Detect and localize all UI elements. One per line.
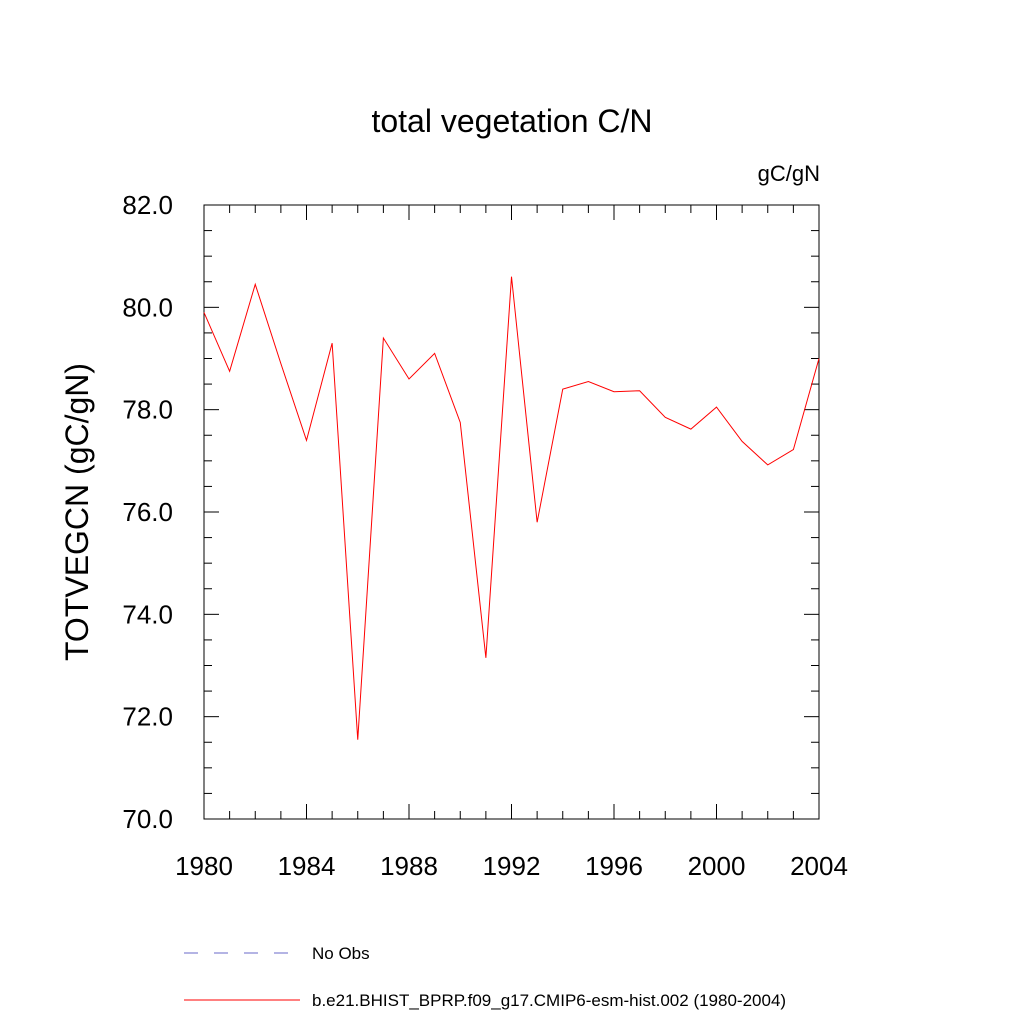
axis-ticks xyxy=(203,204,820,820)
data-point xyxy=(793,449,794,450)
y-tick-label: 76.0 xyxy=(122,497,173,527)
data-point xyxy=(690,429,691,430)
x-tick-labels: 1980 1984 1988 1992 1996 2000 2004 xyxy=(175,851,848,881)
y-tick-label: 72.0 xyxy=(122,702,173,732)
x-tick-label: 2000 xyxy=(688,851,746,881)
series-line-1 xyxy=(203,276,820,740)
data-point xyxy=(357,739,358,740)
series-layer xyxy=(203,276,820,740)
y-tick-label: 70.0 xyxy=(122,804,173,834)
chart-title: total vegetation C/N xyxy=(371,103,652,139)
x-tick-label: 1980 xyxy=(175,851,233,881)
data-point xyxy=(332,343,333,344)
y-axis-label: TOTVEGCN (gC/gN) xyxy=(59,363,95,661)
data-point xyxy=(562,389,563,390)
y-tick-label: 80.0 xyxy=(122,292,173,322)
data-point xyxy=(742,441,743,442)
units-label: gC/gN xyxy=(758,161,820,186)
x-tick-label: 1996 xyxy=(585,851,643,881)
x-tick-label: 1992 xyxy=(483,851,541,881)
x-tick-label: 1988 xyxy=(380,851,438,881)
data-point xyxy=(409,378,410,379)
data-point xyxy=(614,391,615,392)
legend-label-model-run: b.e21.BHIST_BPRP.f09_g17.CMIP6-esm-hist.… xyxy=(312,991,786,1010)
y-tick-label: 78.0 xyxy=(122,395,173,425)
x-tick-label: 1984 xyxy=(278,851,336,881)
data-point xyxy=(434,353,435,354)
data-point xyxy=(460,422,461,423)
data-point xyxy=(537,522,538,523)
data-point xyxy=(280,363,281,364)
data-point xyxy=(306,440,307,441)
data-point xyxy=(511,276,512,277)
y-tick-label: 74.0 xyxy=(122,599,173,629)
data-point xyxy=(383,338,384,339)
y-tick-label: 82.0 xyxy=(122,190,173,220)
data-point xyxy=(485,657,486,658)
x-tick-label: 2004 xyxy=(790,851,848,881)
data-point xyxy=(716,407,717,408)
data-point xyxy=(229,371,230,372)
data-point xyxy=(204,312,205,313)
data-point xyxy=(639,390,640,391)
data-point xyxy=(255,284,256,285)
plot-frame xyxy=(203,204,820,820)
legend: No Obs b.e21.BHIST_BPRP.f09_g17.CMIP6-es… xyxy=(184,944,786,1010)
data-point xyxy=(767,464,768,465)
data-point xyxy=(819,358,820,359)
data-point xyxy=(588,381,589,382)
data-point xyxy=(665,417,666,418)
y-tick-labels: 70.0 72.0 74.0 76.0 78.0 80.0 82.0 xyxy=(122,190,173,834)
legend-label-no-obs: No Obs xyxy=(312,944,370,963)
